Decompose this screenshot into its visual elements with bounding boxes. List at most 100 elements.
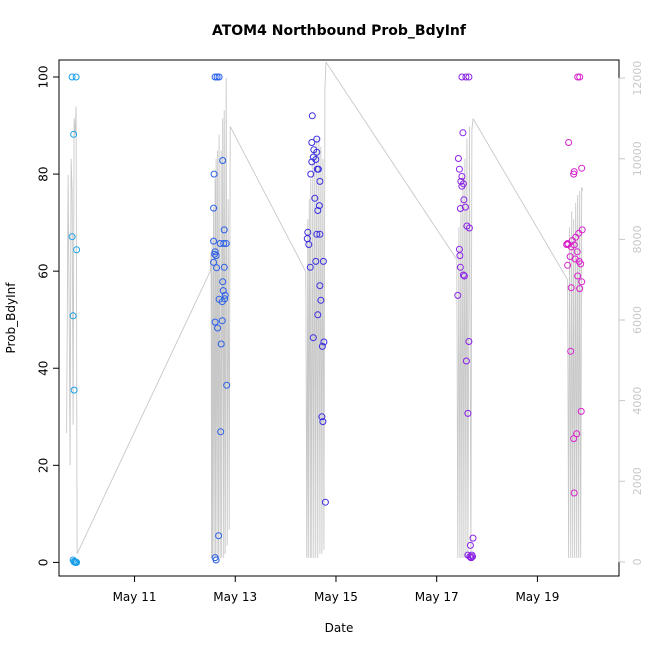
data-point <box>215 532 223 540</box>
data-point <box>578 164 586 172</box>
data-point <box>467 554 475 562</box>
data-point <box>222 240 230 247</box>
data-point <box>213 264 221 272</box>
data-point <box>220 263 228 271</box>
data-point <box>219 278 227 286</box>
data-point <box>309 334 317 342</box>
data-point <box>469 553 476 561</box>
data-point <box>220 240 228 247</box>
data-point <box>456 252 464 260</box>
y-tick-label: 100 <box>37 66 51 89</box>
y2-tick-label: 4000 <box>631 387 644 415</box>
x-tick-label: May 15 <box>314 590 358 604</box>
data-point <box>469 534 477 542</box>
trace-segment-4 <box>229 126 307 272</box>
data-point <box>307 170 315 178</box>
data-point <box>577 260 585 268</box>
data-point <box>212 556 220 564</box>
y-tick-label: 20 <box>37 458 51 473</box>
data-point <box>68 233 76 241</box>
data-point <box>574 272 582 280</box>
trace-segment-1 <box>66 106 78 554</box>
data-point <box>316 230 324 238</box>
gray-trace-layer <box>66 61 584 558</box>
trace-segment-5 <box>305 61 327 558</box>
chart-title: ATOM4 Northbound Prob_BdyInf <box>212 23 467 39</box>
data-point <box>577 407 585 415</box>
data-point <box>314 311 322 319</box>
data-point <box>570 170 578 178</box>
data-point <box>466 553 474 561</box>
x-tick-label: May 19 <box>515 590 559 604</box>
data-point <box>320 338 328 346</box>
data-point <box>306 263 314 271</box>
data-point <box>221 291 229 299</box>
data-point <box>578 278 586 286</box>
data-point <box>458 73 466 81</box>
data-point <box>73 246 81 254</box>
y-axis-left: 0 20 40 60 80 100 <box>37 66 59 567</box>
data-point <box>223 381 231 389</box>
data-point <box>220 226 228 234</box>
data-point <box>461 203 469 211</box>
data-point <box>459 129 467 137</box>
data-point <box>219 157 227 164</box>
data-point <box>218 298 226 306</box>
data-point <box>315 202 323 210</box>
data-point <box>210 204 218 212</box>
data-point <box>465 73 473 81</box>
data-point <box>214 324 222 332</box>
data-point <box>314 207 322 214</box>
data-point <box>466 541 474 549</box>
data-point <box>573 248 581 256</box>
data-point <box>211 250 219 258</box>
data-point <box>454 291 462 299</box>
data-point <box>321 498 329 506</box>
y2-tick-label: 12000 <box>631 61 644 96</box>
data-point <box>318 342 326 350</box>
data-point <box>312 257 320 265</box>
data-point <box>319 418 327 426</box>
data-point <box>456 263 464 271</box>
data-point <box>308 112 316 120</box>
data-point <box>313 230 321 238</box>
data-point <box>316 282 324 290</box>
data-point <box>313 135 321 143</box>
data-point <box>464 409 472 417</box>
data-point <box>215 73 223 81</box>
data-point <box>574 73 582 81</box>
data-point <box>317 296 325 304</box>
data-point <box>570 489 578 497</box>
y-tick-label: 0 <box>37 559 51 567</box>
data-point <box>567 243 575 251</box>
x-tick-label: May 11 <box>113 590 157 604</box>
data-point <box>316 177 324 185</box>
data-point <box>69 312 77 320</box>
x-tick-label: May 17 <box>415 590 459 604</box>
data-point <box>211 248 219 256</box>
data-point <box>218 317 226 325</box>
y2-tick-label: 6000 <box>631 306 644 334</box>
data-point <box>213 73 221 81</box>
data-point <box>567 347 575 355</box>
y2-tick-label: 8000 <box>631 225 644 253</box>
x-tick-label: May 13 <box>213 590 257 604</box>
data-point <box>318 413 326 421</box>
data-point <box>456 205 464 212</box>
x-axis: May 11 May 13 May 15 May 17 May 19 <box>113 575 559 604</box>
data-point <box>211 73 219 81</box>
data-point <box>314 165 322 173</box>
data-point <box>565 139 573 146</box>
data-point <box>212 252 220 260</box>
y-axis-label: Prob_BdyInf <box>4 282 18 354</box>
trace-segment-8 <box>472 118 568 280</box>
scatter-points-layer <box>68 73 586 566</box>
y-axis-right: 0 2000 4000 6000 8000 10000 12000 <box>618 61 644 565</box>
data-point <box>210 237 218 245</box>
data-point <box>576 285 584 293</box>
data-point <box>567 284 575 292</box>
x-axis-label: Date <box>325 621 354 635</box>
data-point <box>564 261 572 269</box>
trace-segment-6 <box>325 61 458 260</box>
